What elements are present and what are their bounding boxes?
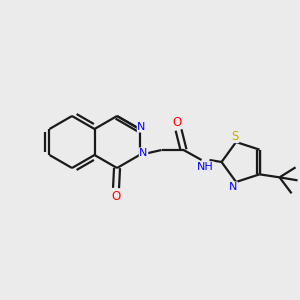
Text: O: O [172,116,181,128]
Text: NH: NH [197,162,214,172]
Text: S: S [231,130,239,142]
Text: N: N [137,122,146,132]
Text: N: N [229,182,237,192]
Text: N: N [140,148,148,158]
Text: O: O [111,190,121,202]
